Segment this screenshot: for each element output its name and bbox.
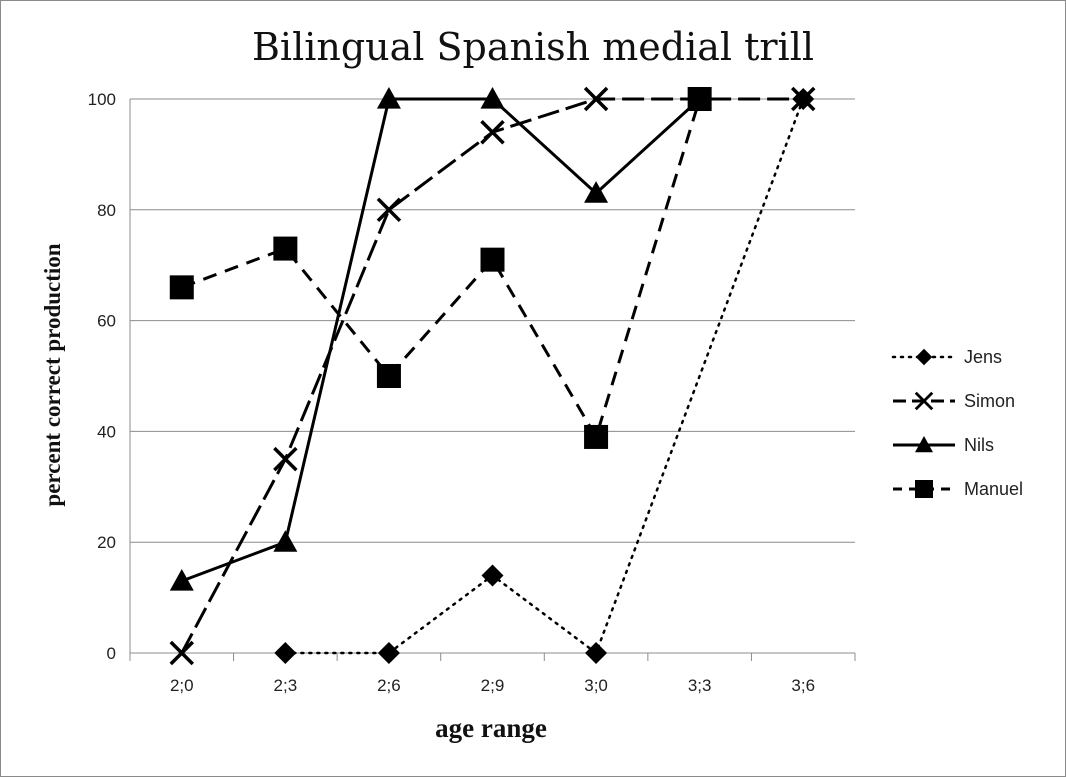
series-nils xyxy=(169,87,712,591)
y-tick-label: 60 xyxy=(97,312,116,331)
x-tick-label: 2;9 xyxy=(481,676,505,695)
series-line xyxy=(181,97,701,583)
triangle-marker xyxy=(480,87,505,109)
triangle-marker xyxy=(915,436,933,453)
legend-entry: Nils xyxy=(893,435,994,455)
triangle-marker xyxy=(584,181,609,203)
y-tick-label: 80 xyxy=(97,201,116,220)
square-marker xyxy=(169,275,194,300)
square-marker xyxy=(273,236,298,261)
series-group xyxy=(169,86,816,666)
chart-title: Bilingual Spanish medial trill xyxy=(252,25,814,69)
diamond-marker xyxy=(377,642,400,664)
triangle-marker xyxy=(169,568,194,591)
x-marker xyxy=(273,446,298,472)
square-marker xyxy=(480,247,505,272)
legend-entry: Jens xyxy=(891,347,1002,367)
diamond-marker xyxy=(481,564,504,587)
x-tick-label: 2;6 xyxy=(377,676,401,695)
legend-label: Simon xyxy=(964,391,1015,411)
legend: Jens Simon Nils Manuel xyxy=(891,347,1023,499)
y-tick-labels: 0 20 40 60 80 100 xyxy=(88,90,116,663)
x-tick-labels: 2;0 2;3 2;6 2;9 3;0 3;3 3;6 xyxy=(170,676,815,695)
x-marker xyxy=(790,86,816,112)
gridlines xyxy=(130,98,855,543)
square-marker xyxy=(376,364,401,388)
series-line xyxy=(284,97,805,656)
x-marker xyxy=(480,120,505,145)
x-tick-label: 2;0 xyxy=(170,676,194,695)
x-tick-label: 3;6 xyxy=(791,676,815,695)
x-marker xyxy=(914,391,934,411)
square-marker xyxy=(584,424,609,449)
series-line xyxy=(181,98,702,441)
axes xyxy=(129,99,856,661)
legend-entry: Manuel xyxy=(893,479,1023,499)
diamond-marker xyxy=(274,642,297,664)
x-marker xyxy=(376,197,402,223)
y-tick-label: 0 xyxy=(107,644,116,663)
x-tick-label: 3;0 xyxy=(584,676,608,695)
series-line xyxy=(180,97,804,654)
x-marker xyxy=(169,640,195,666)
legend-label: Nils xyxy=(964,435,994,455)
x-tick-label: 2;3 xyxy=(274,676,298,695)
y-tick-label: 40 xyxy=(97,422,116,441)
triangle-marker xyxy=(376,87,401,109)
x-marker xyxy=(583,86,609,112)
diamond-marker xyxy=(585,642,608,664)
square-marker xyxy=(687,87,712,111)
series-jens xyxy=(274,88,815,664)
legend-label: Jens xyxy=(964,347,1002,367)
x-tick-label: 3;3 xyxy=(688,676,712,695)
series-manuel xyxy=(169,87,712,449)
y-tick-label: 20 xyxy=(97,533,116,552)
x-axis-label: age range xyxy=(435,713,547,743)
diamond-marker xyxy=(915,348,933,366)
triangle-marker xyxy=(273,530,298,552)
series-simon xyxy=(169,86,816,666)
y-axis-label: percent correct production xyxy=(40,243,65,506)
legend-entry: Simon xyxy=(893,391,1015,411)
legend-label: Manuel xyxy=(964,479,1023,499)
square-marker xyxy=(915,480,933,498)
y-tick-label: 100 xyxy=(88,90,116,109)
